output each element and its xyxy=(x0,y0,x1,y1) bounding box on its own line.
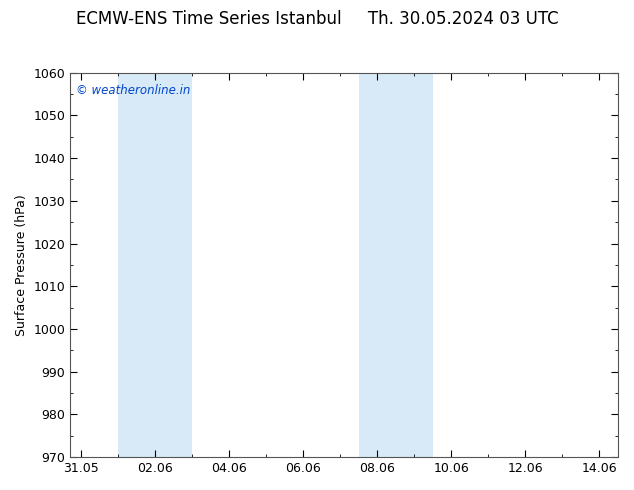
Y-axis label: Surface Pressure (hPa): Surface Pressure (hPa) xyxy=(15,194,28,336)
Bar xyxy=(119,73,192,457)
Text: ECMW-ENS Time Series Istanbul     Th. 30.05.2024 03 UTC: ECMW-ENS Time Series Istanbul Th. 30.05.… xyxy=(75,10,559,28)
Text: © weatheronline.in: © weatheronline.in xyxy=(76,84,190,97)
Bar xyxy=(359,73,433,457)
